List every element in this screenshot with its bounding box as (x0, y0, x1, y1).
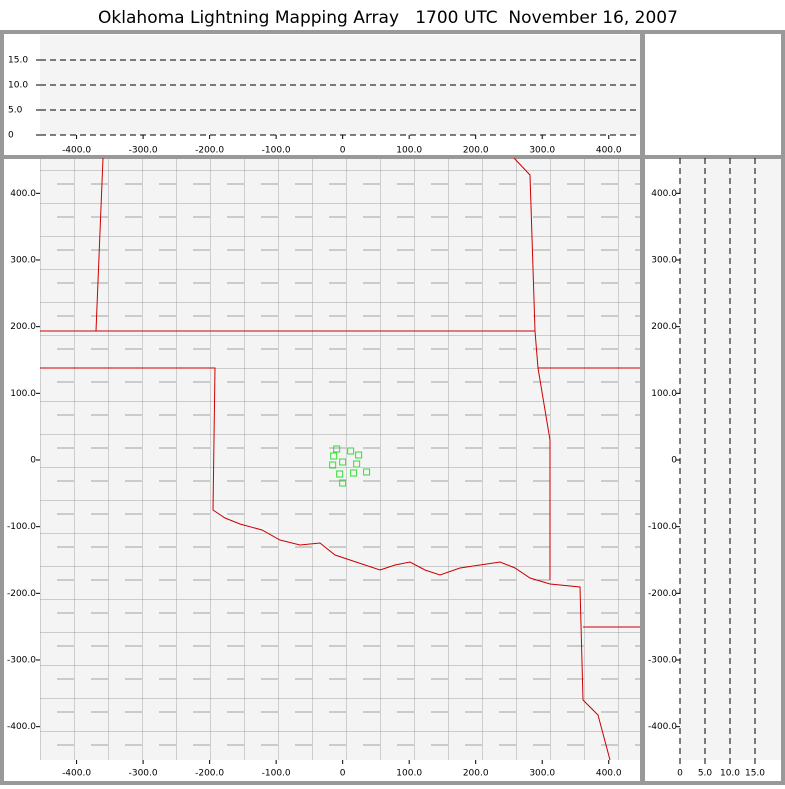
y-tick-label: 300.0 (10, 256, 36, 266)
y-tick-label: -200.0 (7, 589, 36, 599)
y-tick-label: 0 (30, 456, 36, 466)
chart-title: Oklahoma Lightning Mapping Array 1700 UT… (98, 8, 678, 28)
y-tick-label: 200.0 (651, 322, 677, 332)
y-tick-label: -400.0 (648, 722, 677, 732)
y-tick-label: 300.0 (651, 256, 677, 266)
x-tick-label: -300.0 (129, 769, 158, 779)
x-tick-label: -200.0 (195, 769, 224, 779)
x-tick-label: -400.0 (62, 146, 91, 156)
lightning-source (330, 452, 338, 460)
x-tick-label: 0 (677, 769, 683, 779)
x-tick-label: -100.0 (262, 769, 291, 779)
lightning-source (353, 460, 361, 468)
lightning-source (336, 470, 344, 478)
x-tick-label: 400.0 (596, 146, 622, 156)
y-tick-label: -100.0 (7, 522, 36, 532)
lightning-source (347, 447, 355, 455)
x-tick-label: 100.0 (396, 146, 422, 156)
border (40, 158, 640, 580)
x-tick-label: 200.0 (463, 146, 489, 156)
border (40, 367, 640, 760)
lightning-source (355, 451, 363, 459)
y-tick-label: 400.0 (10, 189, 36, 199)
y-tick-label: -300.0 (648, 656, 677, 666)
lightning-source (339, 458, 347, 466)
lightning-source (350, 469, 358, 477)
x-tick-label: 400.0 (596, 769, 622, 779)
y-tick-label: 200.0 (10, 322, 36, 332)
x-tick-label: 200.0 (463, 769, 489, 779)
y-tick-label: 10.0 (8, 81, 28, 91)
lightning-source (329, 461, 337, 469)
y-tick-label: 0 (671, 456, 677, 466)
x-tick-label: 300.0 (529, 769, 555, 779)
state-borders (40, 158, 640, 760)
y-tick-label: -200.0 (648, 589, 677, 599)
x-tick-label: 0 (340, 769, 346, 779)
y-tick-label: 100.0 (651, 389, 677, 399)
y-tick-label: 400.0 (651, 189, 677, 199)
y-tick-label: -100.0 (648, 522, 677, 532)
x-tick-label: 10.0 (720, 769, 740, 779)
x-tick-label: -100.0 (262, 146, 291, 156)
x-tick-label: 5.0 (698, 769, 713, 779)
x-tick-label: 100.0 (396, 769, 422, 779)
y-tick-label: 100.0 (10, 389, 36, 399)
corner-panel (645, 34, 781, 155)
x-tick-label: 300.0 (529, 146, 555, 156)
x-tick-label: -400.0 (62, 769, 91, 779)
lightning-source (333, 445, 341, 453)
lightning-source (363, 468, 371, 476)
y-tick-label: -400.0 (7, 722, 36, 732)
y-tick-label: -300.0 (7, 656, 36, 666)
y-tick-label: 5.0 (8, 106, 23, 116)
lightning-source (339, 479, 347, 487)
x-tick-label: 15.0 (745, 769, 765, 779)
x-tick-label: -300.0 (129, 146, 158, 156)
y-tick-label: 15.0 (8, 56, 28, 66)
y-tick-label: 0 (8, 131, 14, 141)
x-tick-label: 0 (340, 146, 346, 156)
x-tick-label: -200.0 (195, 146, 224, 156)
